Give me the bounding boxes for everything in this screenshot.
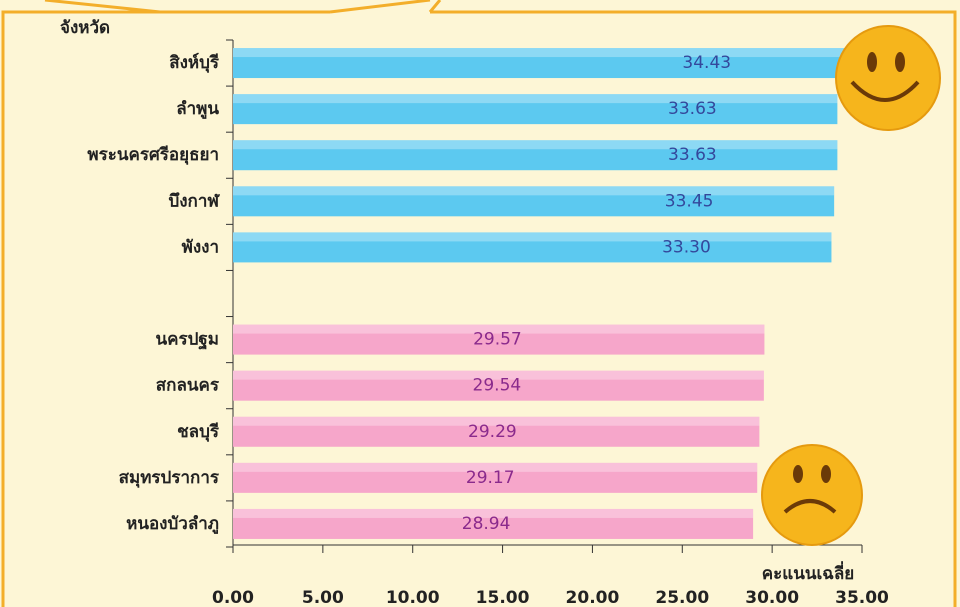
y-tick-label: พระนครศรีอยุธยา (87, 144, 219, 165)
x-tick-label: 5.00 (302, 588, 344, 607)
bar (233, 232, 832, 263)
bar-shine (233, 48, 852, 58)
bar (233, 324, 765, 355)
plot: 0.00 5.00 10.00 15.00 20.00 25.00 30.00 35.00 สิ… (87, 39, 889, 607)
bar (233, 94, 838, 125)
bar-shine (233, 324, 765, 334)
x-tick-label: 25.00 (655, 588, 709, 607)
bar-shine (233, 462, 758, 472)
happy-face (835, 25, 941, 131)
y-tick-label: สกลนคร (156, 376, 220, 396)
bar (233, 140, 838, 171)
sad-face (761, 444, 863, 546)
x-axis-label: คะแนนเฉลี่ย (762, 561, 854, 584)
bubble-tail (44, 0, 442, 14)
value-label: 29.29 (468, 422, 517, 442)
bar (233, 370, 764, 401)
x-tick-label: 20.00 (566, 588, 620, 607)
bar-shine (233, 140, 838, 150)
y-tick-label: สมุทรปราการ (119, 468, 220, 488)
y-tick-label: สิงห์บุรี (169, 52, 220, 73)
value-label: 34.43 (682, 53, 731, 73)
value-label: 29.17 (466, 468, 515, 488)
y-tick-label: ชลบุรี (177, 421, 220, 442)
bar (233, 48, 852, 79)
y-tick-label: นครปฐม (155, 330, 219, 351)
x-tick-label: 30.00 (745, 588, 799, 607)
value-label: 33.45 (665, 191, 714, 211)
bar (233, 508, 754, 539)
x-tick-label: 0.00 (212, 588, 254, 607)
bar (233, 186, 835, 217)
x-tick-label: 10.00 (386, 588, 440, 607)
bar (233, 416, 760, 447)
value-label: 29.57 (473, 330, 522, 350)
value-label: 29.54 (473, 376, 522, 396)
bar-shine (233, 508, 754, 518)
y-tick-label: หนองบัวลำภู (126, 514, 219, 535)
y-tick-label: พังงา (182, 237, 219, 257)
bar-shine (233, 416, 760, 426)
value-label: 33.30 (662, 237, 711, 257)
x-tick-label: 35.00 (835, 588, 889, 607)
value-label: 33.63 (668, 145, 717, 165)
bar-shine (233, 186, 835, 196)
y-axis-label: จังหวัด (60, 18, 110, 38)
value-label: 33.63 (668, 99, 717, 119)
bar-shine (233, 94, 838, 104)
value-label: 28.94 (462, 514, 511, 534)
bar (233, 462, 758, 493)
bar-shine (233, 370, 764, 380)
y-tick-label: ลำพูน (176, 99, 219, 120)
y-tick-label: บึงกาฬ (168, 191, 220, 211)
bar-shine (233, 232, 832, 242)
frame (1, 10, 957, 607)
x-tick-label: 15.00 (476, 588, 530, 607)
